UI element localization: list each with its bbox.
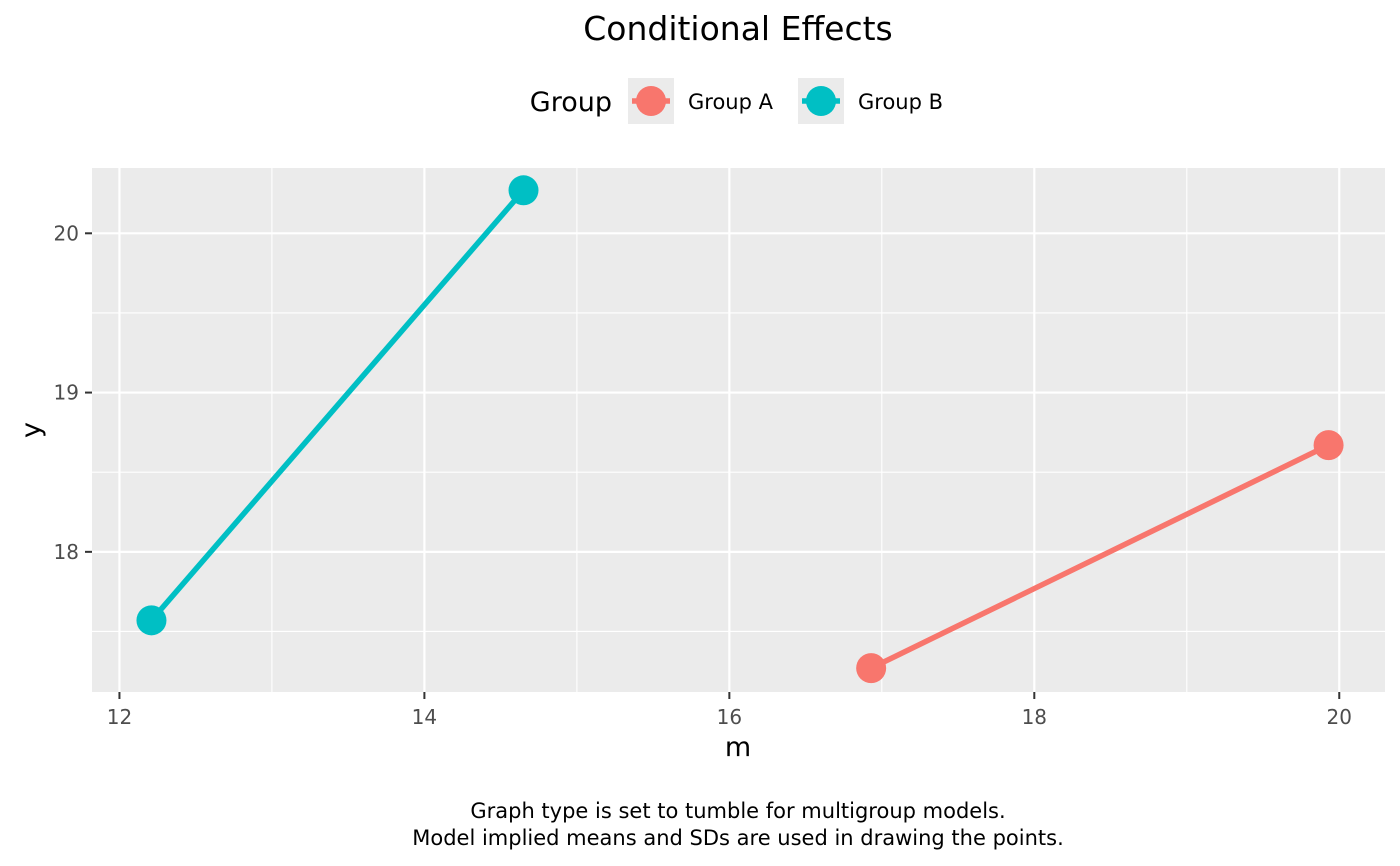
- legend: Group Group A Group B: [530, 78, 943, 124]
- data-point-group-a: [1313, 430, 1344, 461]
- legend-label: Group A: [688, 90, 774, 114]
- y-tick-label: 19: [54, 381, 79, 405]
- major-gridlines: [92, 168, 1385, 692]
- tick-labels: 12 14 16 18 20 18 19 20: [54, 221, 1352, 729]
- data-point-group-a: [856, 653, 887, 684]
- chart-title: Conditional Effects: [583, 9, 893, 48]
- series-layer: [136, 175, 1344, 684]
- caption-line-1: Graph type is set to tumble for multigro…: [470, 799, 1005, 823]
- legend-key-point: [806, 86, 836, 116]
- x-tick-label: 12: [107, 705, 132, 729]
- x-tick-label: 18: [1022, 705, 1047, 729]
- y-axis-title: y: [16, 422, 47, 438]
- y-tick-label: 20: [54, 221, 79, 245]
- x-tick-label: 14: [412, 705, 437, 729]
- legend-key-point: [636, 86, 666, 116]
- legend-item-group-a: Group A: [628, 78, 774, 124]
- series-line-group-a: [869, 442, 1330, 671]
- plot-panel: [92, 168, 1385, 692]
- x-axis-title: m: [725, 732, 751, 763]
- minor-gridlines: [92, 168, 1385, 692]
- data-point-group-b: [508, 175, 539, 206]
- x-tick-label: 16: [717, 705, 742, 729]
- legend-items: Group A Group B: [628, 78, 943, 124]
- data-point-group-b: [136, 605, 167, 636]
- axis-ticks: [85, 232, 1341, 699]
- series-line-group-b: [149, 188, 526, 623]
- caption-line-2: Model implied means and SDs are used in …: [412, 826, 1064, 850]
- legend-label: Group B: [858, 90, 943, 114]
- legend-title: Group: [530, 87, 612, 118]
- legend-item-group-b: Group B: [798, 78, 943, 124]
- x-tick-label: 20: [1327, 705, 1352, 729]
- y-tick-label: 18: [54, 540, 79, 564]
